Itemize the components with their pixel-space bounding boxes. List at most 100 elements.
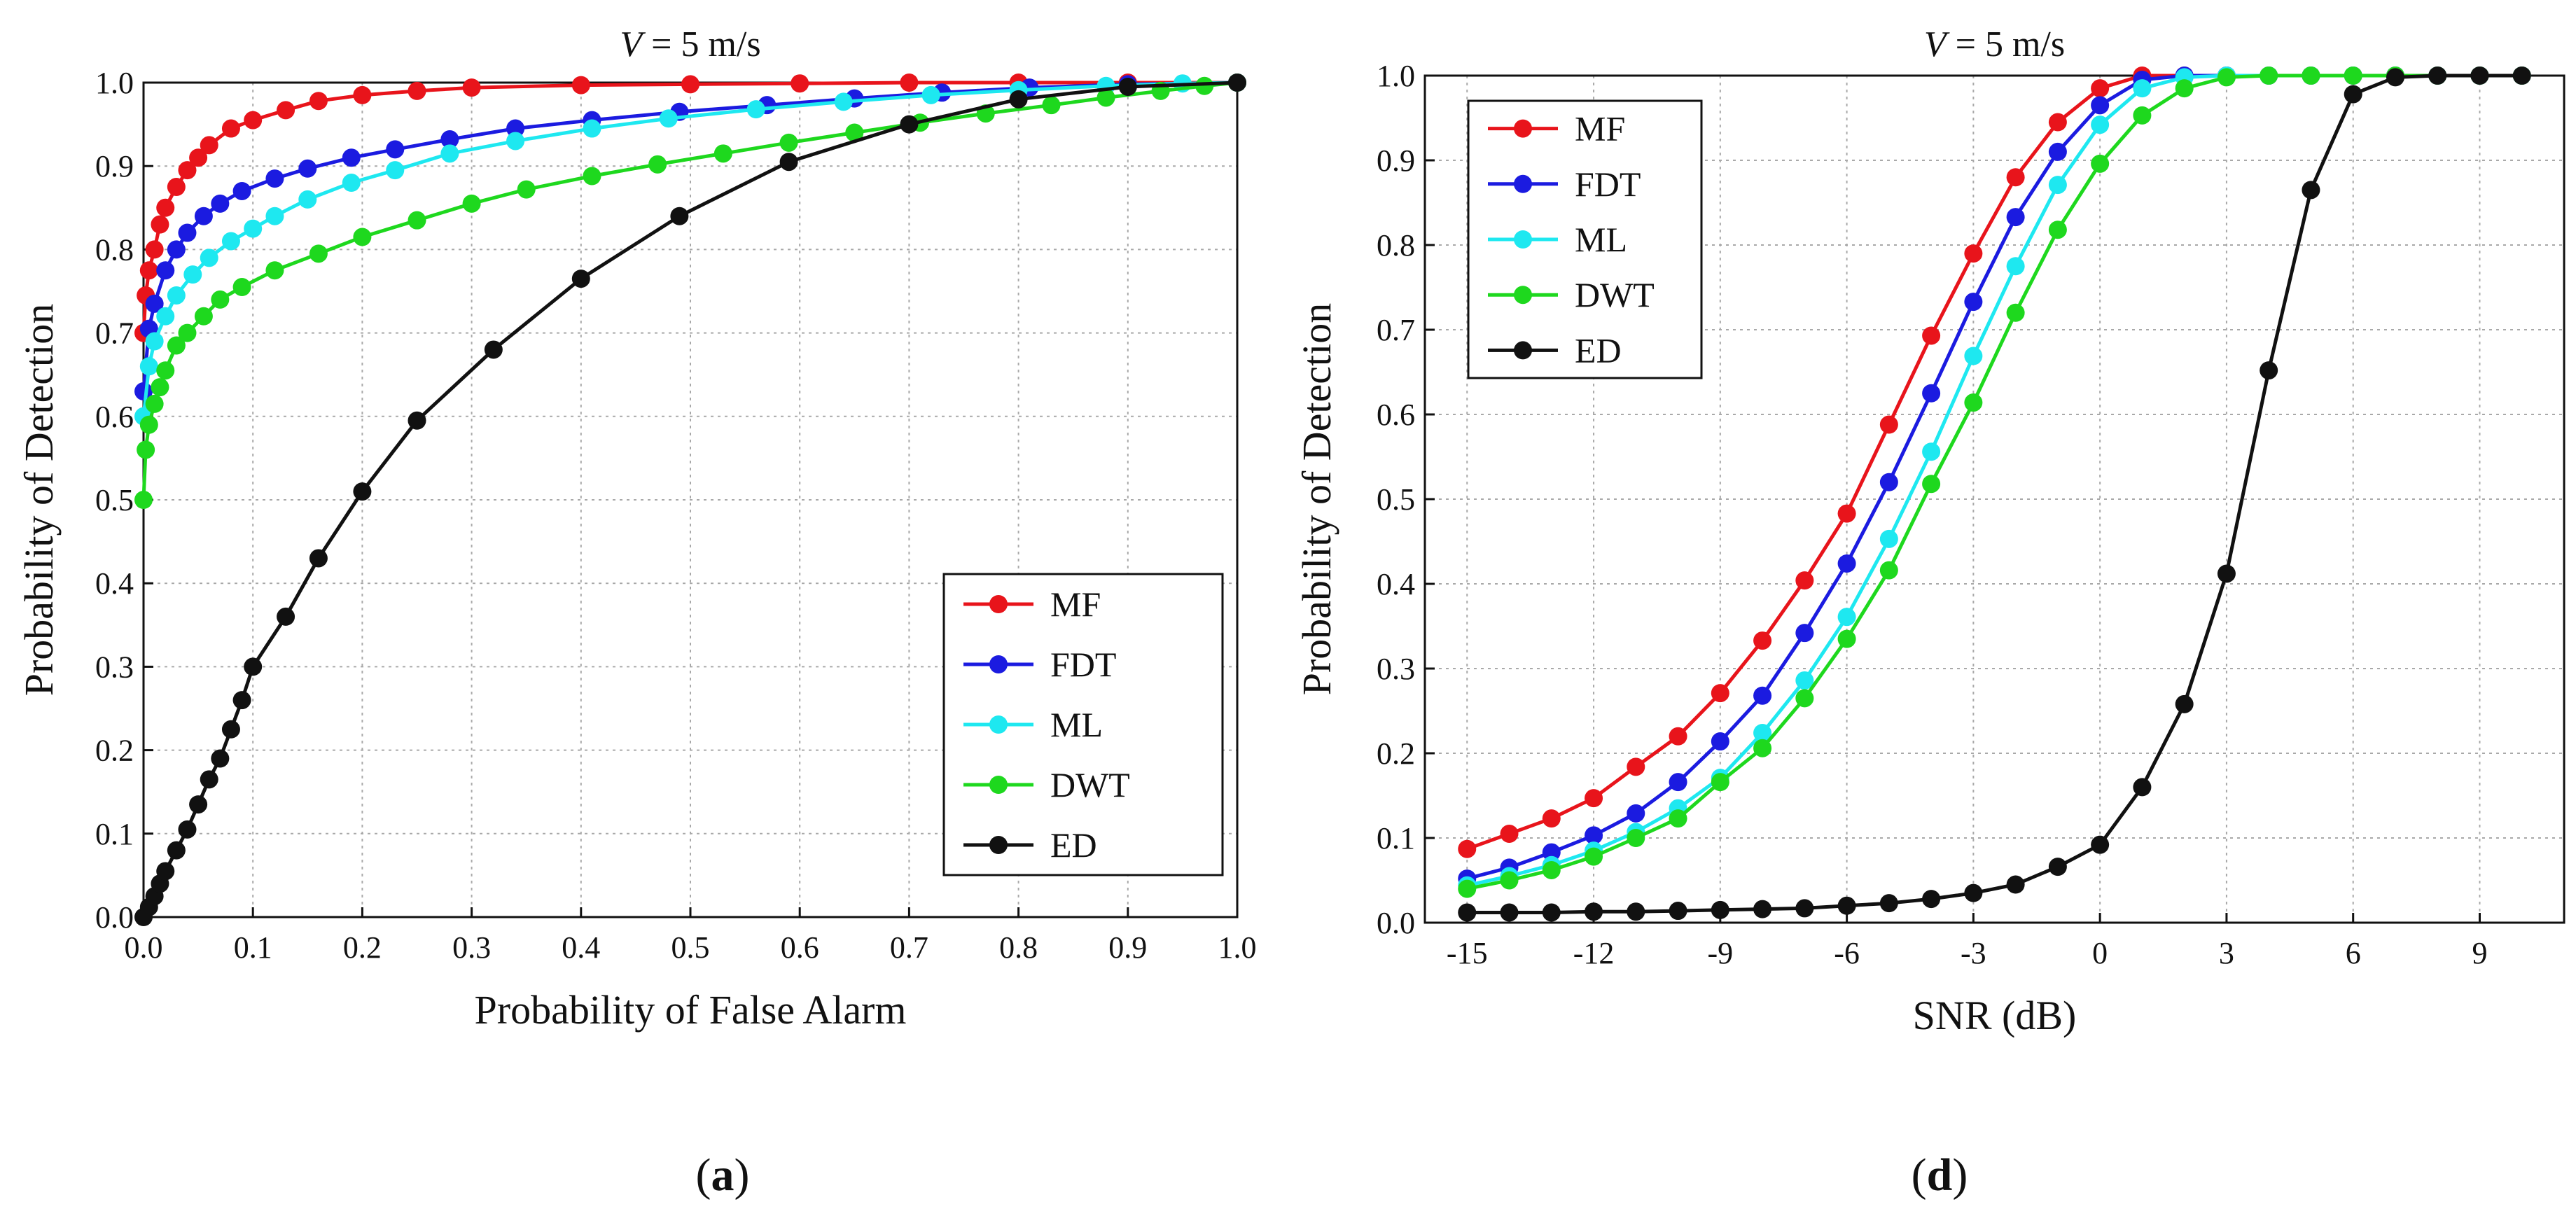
y-tick-label: 0.9 [1377,144,1415,178]
legend-label: FDT [1575,165,1641,204]
data-point [178,820,197,839]
data-point [1711,684,1729,703]
data-point [1795,689,1814,708]
legend-marker [989,776,1008,794]
legend-item-mf: MF [1488,109,1625,148]
data-point [1096,88,1115,107]
data-point [921,85,940,104]
legend-label: ML [1050,705,1103,744]
data-point [211,194,230,213]
data-point [137,440,155,459]
data-point [779,133,798,152]
data-point [178,223,197,242]
y-tick-label: 0.7 [95,316,134,351]
data-point [1669,809,1687,828]
legend-marker [1514,119,1532,138]
data-point [1879,473,1898,491]
legend-marker [1514,230,1532,249]
data-point [1753,900,1772,918]
data-point [2091,79,2110,98]
legend-item-dwt: DWT [963,765,1130,804]
data-point [353,482,372,501]
data-point [221,119,240,138]
data-point [200,770,218,789]
data-point [506,132,525,151]
axis-ticks: 0.0 0.1 0.2 0.3 0.4 0.5 0.6 0.7 0.8 0.9 1.0 0.0 0.1 0… [95,66,1257,965]
x-tick-label: 0.6 [781,930,819,965]
x-tick-label: -3 [1961,936,1986,970]
data-point [156,361,175,380]
data-point [1458,879,1477,898]
data-point [2512,67,2531,85]
y-tick-label: 0.4 [1377,567,1415,601]
data-point [648,155,667,174]
data-point [1879,894,1898,913]
data-point [386,140,405,159]
legend-item-ed: ED [963,825,1097,865]
data-point [791,74,809,93]
data-point [1922,442,1941,461]
data-point [1195,76,1214,95]
data-point [1795,671,1814,690]
x-tick-label: -12 [1573,936,1615,970]
data-point [2428,67,2447,85]
data-point [2091,154,2110,173]
legend-item-mf: MF [963,585,1101,624]
panel-caption: (a) [696,1149,750,1201]
y-tick-label: 0.5 [1377,482,1415,517]
y-tick-label: 0.4 [95,566,134,601]
data-point [2344,67,2362,85]
x-tick-label: 0.0 [125,930,163,965]
caption-letter: d [1927,1149,1953,1201]
data-point [571,76,590,95]
series-ed [1458,67,2531,922]
y-tick-label: 0.0 [95,900,134,935]
data-point [167,336,186,355]
data-point [1585,902,1603,921]
legend-marker [989,836,1008,854]
data-point [1964,393,1983,412]
legend-marker [1514,341,1532,360]
data-point [462,194,481,213]
data-point [1964,244,1983,263]
series-dwt [1458,67,2531,898]
x-tick-label: 6 [2346,936,2361,970]
title-value: = 5 m/s [642,25,760,64]
data-point [167,178,186,196]
data-point [2175,79,2194,98]
data-point [2217,564,2236,583]
data-point [2302,181,2320,200]
legend-label: ED [1575,330,1622,370]
x-tick-label: 0.7 [890,930,928,965]
data-point [139,357,158,376]
data-point [506,119,525,138]
data-point [178,161,197,180]
data-point [1879,561,1898,580]
data-point [1585,789,1603,808]
data-point [353,228,372,246]
data-point [1458,903,1477,922]
x-tick-label: 0.3 [452,930,491,965]
y-tick-label: 0.6 [95,400,134,434]
data-point [1585,847,1603,866]
y-axis-label: Probability of Detection [16,304,62,697]
y-tick-label: 0.8 [1377,228,1415,263]
data-point [200,136,218,155]
data-point [1795,624,1814,643]
data-point [440,144,459,163]
data-point [1922,475,1941,494]
data-point [386,161,405,180]
data-point [244,657,263,676]
data-point [139,415,158,434]
data-point [1627,902,1645,921]
data-point [151,378,169,397]
data-point [1879,415,1898,434]
axis-ticks: -15 -12 -9 -6 -3 0 3 6 9 0.0 0.1 0.2 0.3 0.4 0.5 0.6 0.7… [1377,59,2487,970]
x-tick-label: -6 [1834,936,1860,970]
data-point [2260,361,2278,380]
data-point [298,190,317,209]
data-point [244,219,263,238]
data-point [244,111,263,130]
data-point [2217,68,2236,87]
